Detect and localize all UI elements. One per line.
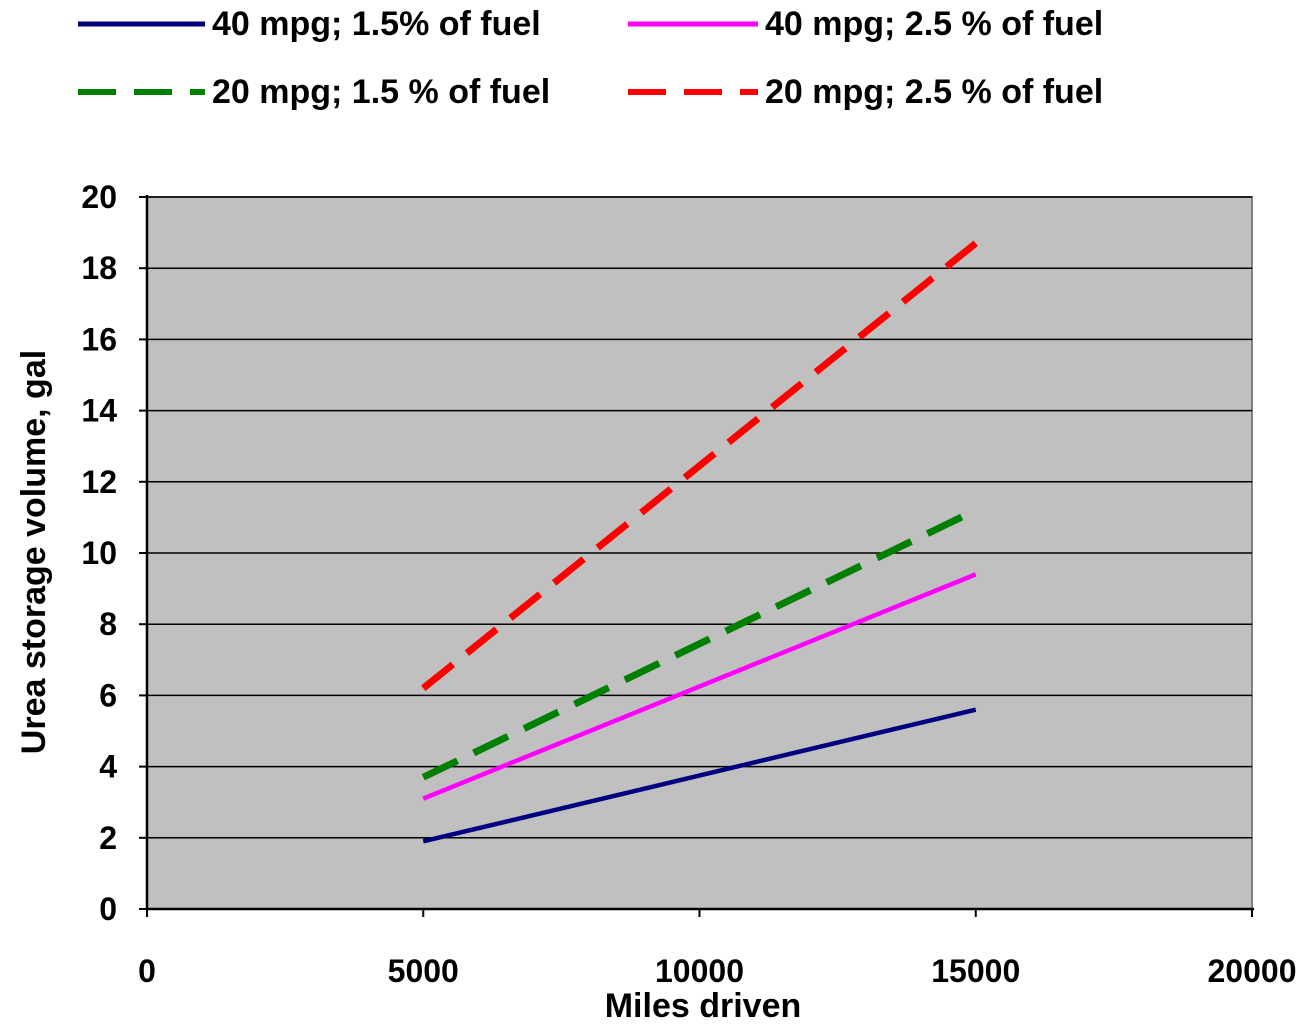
y-tick-label: 6 bbox=[99, 677, 117, 713]
y-tick-label: 0 bbox=[99, 891, 117, 927]
legend-label: 40 mpg; 2.5 % of fuel bbox=[765, 5, 1103, 43]
series-line bbox=[421, 240, 978, 692]
x-tick-label: 5000 bbox=[388, 953, 459, 989]
y-tick-label: 4 bbox=[99, 749, 117, 785]
y-tick-label: 18 bbox=[81, 250, 117, 286]
y-axis-title: Urea storage volume, gal bbox=[15, 350, 53, 754]
y-tick-label: 16 bbox=[81, 321, 117, 357]
legend: 40 mpg; 1.5% of fuel 40 mpg; 2.5 % of fue… bbox=[78, 5, 1103, 111]
series-line bbox=[421, 507, 978, 781]
x-tick-label: 0 bbox=[138, 953, 156, 989]
series-line bbox=[422, 572, 977, 801]
x-tick-label: 15000 bbox=[931, 953, 1020, 989]
y-tick-label: 12 bbox=[81, 464, 117, 500]
y-tick-label: 10 bbox=[81, 535, 117, 571]
x-tick-label: 20000 bbox=[1208, 953, 1297, 989]
y-tick-label: 8 bbox=[99, 606, 117, 642]
x-axis-title: Miles driven bbox=[605, 987, 802, 1024]
y-tick-label: 14 bbox=[81, 393, 117, 429]
series-line bbox=[422, 707, 977, 844]
legend-label: 20 mpg; 1.5 % of fuel bbox=[212, 73, 550, 111]
y-tick-label: 20 bbox=[81, 179, 117, 215]
plot-area: 0 2 4 6 8 10 12 14 16 18 20 0 5000 10000 15000 20000 bbox=[81, 179, 1296, 989]
x-tick-label: 10000 bbox=[655, 953, 744, 989]
legend-label: 20 mpg; 2.5 % of fuel bbox=[765, 73, 1103, 111]
y-tick-label: 2 bbox=[99, 820, 117, 856]
legend-label: 40 mpg; 1.5% of fuel bbox=[212, 5, 541, 43]
